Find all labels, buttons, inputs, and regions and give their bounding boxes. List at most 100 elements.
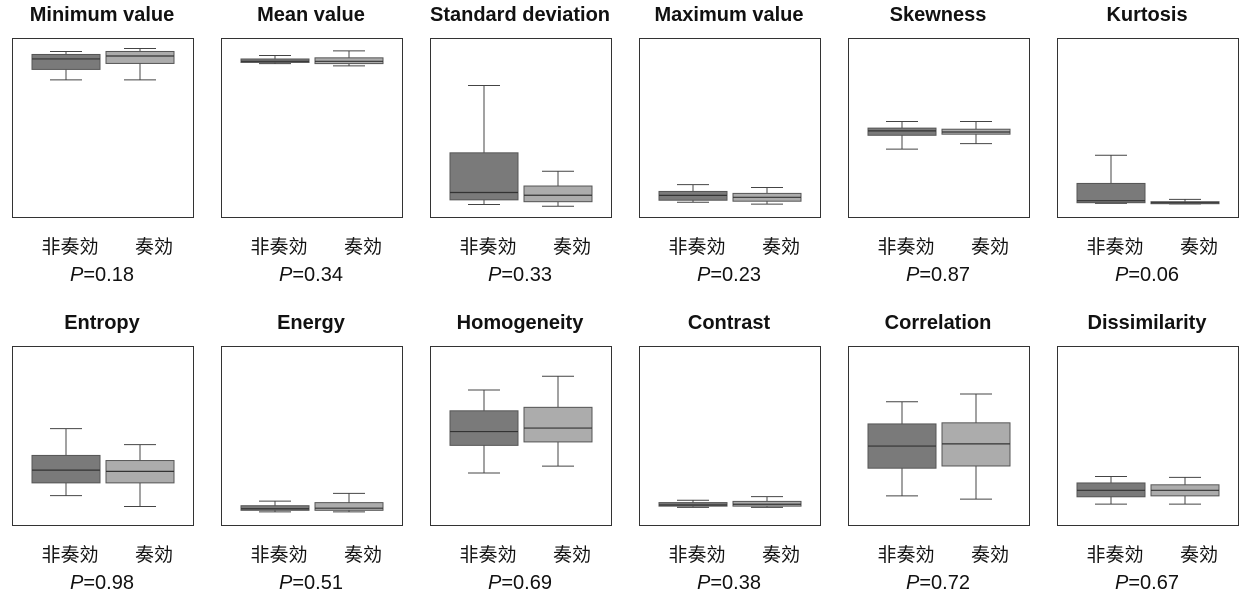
panel-title: Contrast bbox=[687, 312, 771, 334]
boxplot-panel: Kurtosis 非奏効 奏効 P=0.06 bbox=[1047, 0, 1247, 302]
group-label-non-responder: 非奏効 bbox=[1086, 237, 1144, 258]
boxplot-panel: Mean value 非奏効 奏効 P=0.34 bbox=[211, 0, 411, 302]
p-value: P=0.51 bbox=[211, 572, 411, 595]
box-iqr bbox=[867, 127, 937, 136]
group-label-non-responder: 非奏効 bbox=[459, 237, 517, 258]
p-symbol: P bbox=[488, 264, 502, 286]
plot-frame bbox=[12, 346, 194, 526]
group-label-non-responder: 非奏効 bbox=[1086, 545, 1144, 566]
boxplot-svg bbox=[1057, 346, 1239, 526]
p-value: P=0.38 bbox=[629, 572, 829, 595]
panel-title: Kurtosis bbox=[1106, 4, 1188, 26]
p-value-number: =0.18 bbox=[83, 264, 134, 286]
p-value: P=0.06 bbox=[1047, 264, 1247, 287]
box-iqr bbox=[1076, 182, 1146, 204]
group-label-responder: 奏効 bbox=[1179, 237, 1218, 258]
p-value-number: =0.33 bbox=[501, 264, 552, 286]
panel-title: Maximum value bbox=[654, 4, 804, 26]
group-label-responder: 奏効 bbox=[970, 545, 1009, 566]
box-iqr bbox=[31, 53, 101, 70]
p-value: P=0.33 bbox=[420, 264, 620, 287]
group-label-non-responder: 非奏効 bbox=[877, 545, 935, 566]
group-label-responder: 奏効 bbox=[552, 545, 591, 566]
boxplot-svg bbox=[430, 346, 612, 526]
p-value-number: =0.69 bbox=[501, 572, 552, 594]
group-label-non-responder: 非奏効 bbox=[459, 545, 517, 566]
box-iqr bbox=[449, 410, 519, 446]
p-value-number: =0.23 bbox=[710, 264, 761, 286]
group-label-non-responder: 非奏効 bbox=[668, 237, 726, 258]
p-value-number: =0.34 bbox=[292, 264, 343, 286]
group-label-non-responder: 非奏効 bbox=[250, 545, 308, 566]
p-value-number: =0.51 bbox=[292, 572, 343, 594]
group-label-non-responder: 非奏効 bbox=[41, 237, 99, 258]
boxplot-svg bbox=[848, 346, 1030, 526]
p-value: P=0.34 bbox=[211, 264, 411, 287]
p-symbol: P bbox=[488, 572, 502, 594]
p-value: P=0.67 bbox=[1047, 572, 1247, 595]
panel-title: Mean value bbox=[257, 4, 365, 26]
p-value: P=0.87 bbox=[838, 264, 1038, 287]
boxplot-panel: Entropy 非奏効 奏効 P=0.98 bbox=[2, 308, 202, 610]
boxplot-svg bbox=[639, 346, 821, 526]
boxplot-panel: Homogeneity 非奏効 奏効 P=0.69 bbox=[420, 308, 620, 610]
p-symbol: P bbox=[1115, 264, 1129, 286]
plot-frame bbox=[221, 346, 403, 526]
group-label-non-responder: 非奏効 bbox=[668, 545, 726, 566]
panel-title: Dissimilarity bbox=[1087, 312, 1207, 334]
panel-title: Entropy bbox=[64, 312, 140, 334]
p-value-number: =0.06 bbox=[1128, 264, 1179, 286]
p-value: P=0.69 bbox=[420, 572, 620, 595]
box-iqr bbox=[240, 505, 310, 511]
boxplot-panel: Maximum value 非奏効 奏効 P=0.23 bbox=[629, 0, 829, 302]
boxplot-panel: Energy 非奏効 奏効 P=0.51 bbox=[211, 308, 411, 610]
group-label-responder: 奏効 bbox=[552, 237, 591, 258]
p-symbol: P bbox=[279, 572, 293, 594]
box-iqr bbox=[314, 502, 384, 511]
box-iqr bbox=[523, 406, 593, 443]
panel-title: Skewness bbox=[889, 4, 987, 26]
group-label-non-responder: 非奏効 bbox=[41, 545, 99, 566]
p-symbol: P bbox=[1115, 572, 1129, 594]
p-value: P=0.18 bbox=[2, 264, 202, 287]
group-label-non-responder: 非奏効 bbox=[250, 237, 308, 258]
boxplot-panel: Correlation 非奏効 奏効 P=0.72 bbox=[838, 308, 1038, 610]
panel-title: Correlation bbox=[884, 312, 992, 334]
plot-frame bbox=[221, 38, 403, 218]
group-label-responder: 奏効 bbox=[761, 237, 800, 258]
p-symbol: P bbox=[906, 264, 920, 286]
p-symbol: P bbox=[70, 572, 84, 594]
group-label-non-responder: 非奏効 bbox=[877, 237, 935, 258]
group-label-responder: 奏効 bbox=[134, 237, 173, 258]
p-value-number: =0.67 bbox=[1128, 572, 1179, 594]
group-label-responder: 奏効 bbox=[343, 545, 382, 566]
p-value-number: =0.87 bbox=[919, 264, 970, 286]
group-label-responder: 奏効 bbox=[761, 545, 800, 566]
boxplot-svg bbox=[639, 38, 821, 218]
p-value: P=0.72 bbox=[838, 572, 1038, 595]
box-iqr bbox=[523, 185, 593, 203]
boxplot-svg bbox=[221, 38, 403, 218]
plot-frame bbox=[639, 346, 821, 526]
boxplot-svg bbox=[221, 346, 403, 526]
boxplot-panel: Skewness 非奏効 奏効 P=0.87 bbox=[838, 0, 1038, 302]
boxplot-panel: Contrast 非奏効 奏効 P=0.38 bbox=[629, 308, 829, 610]
boxplot-svg bbox=[848, 38, 1030, 218]
box-iqr bbox=[31, 454, 101, 484]
p-value-number: =0.72 bbox=[919, 572, 970, 594]
plot-frame bbox=[639, 38, 821, 218]
group-label-responder: 奏効 bbox=[343, 237, 382, 258]
boxplot-svg bbox=[430, 38, 612, 218]
boxplot-svg bbox=[12, 346, 194, 526]
p-symbol: P bbox=[697, 264, 711, 286]
p-symbol: P bbox=[906, 572, 920, 594]
group-label-responder: 奏効 bbox=[1179, 545, 1218, 566]
p-symbol: P bbox=[279, 264, 293, 286]
boxplot-svg bbox=[12, 38, 194, 218]
boxplot-panel: Dissimilarity 非奏効 奏効 P=0.67 bbox=[1047, 308, 1247, 610]
panel-title: Energy bbox=[277, 312, 345, 334]
panel-title: Homogeneity bbox=[456, 312, 584, 334]
boxplot-panel: Minimum value 非奏効 奏効 P=0.18 bbox=[2, 0, 202, 302]
boxplot-panel: Standard deviation 非奏効 奏効 P=0.33 bbox=[420, 0, 620, 302]
p-value: P=0.98 bbox=[2, 572, 202, 595]
